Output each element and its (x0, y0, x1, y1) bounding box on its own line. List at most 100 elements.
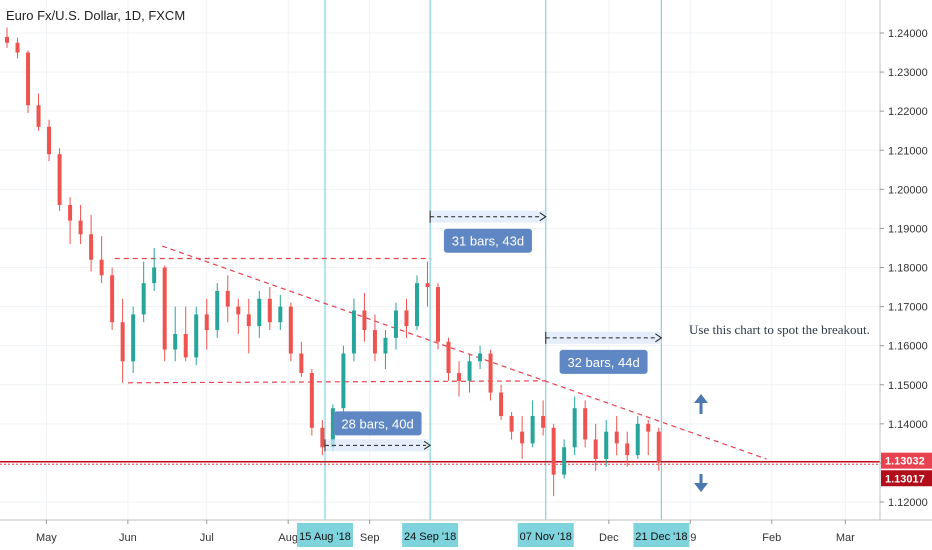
candle-body[interactable] (120, 322, 125, 362)
candle-body[interactable] (278, 306, 283, 323)
candle-body[interactable] (362, 310, 367, 331)
candle-body[interactable] (583, 408, 588, 440)
candle-body[interactable] (257, 298, 262, 327)
measure-arrowhead (423, 440, 432, 450)
candle-body[interactable] (572, 408, 577, 448)
candle-body[interactable] (141, 283, 146, 315)
candle-body[interactable] (152, 267, 157, 284)
bar-count-box (559, 349, 648, 374)
candle-body[interactable] (131, 314, 136, 362)
candle-body[interactable] (520, 431, 525, 444)
candle-body[interactable] (341, 353, 346, 409)
y-tick-label: 1.15000 (888, 380, 928, 392)
candle-body[interactable] (299, 353, 304, 374)
date-tag-label: 24 Sep '18 (404, 531, 456, 543)
candle-body[interactable] (593, 439, 598, 460)
y-tick-label: 1.17000 (888, 302, 928, 314)
time-axis[interactable]: May Jun Jul Aug Sep Dec 19 Feb Mar (36, 520, 855, 544)
candle-body[interactable] (446, 341, 451, 374)
y-tick-label: 1.18000 (888, 263, 928, 275)
candle-body[interactable] (604, 431, 609, 460)
candle-body[interactable] (89, 234, 94, 260)
x-tick-label: Feb (762, 532, 781, 544)
y-tick-label: 1.12000 (888, 497, 928, 509)
x-tick-label: Dec (599, 532, 619, 544)
candle-body[interactable] (425, 283, 430, 288)
candle-body[interactable] (204, 314, 209, 331)
candle-body[interactable] (78, 220, 83, 235)
bar-count-annotations: 28 bars, 40d 31 bars, 43d 32 bars, 44d (324, 210, 663, 452)
candle-body[interactable] (15, 42, 20, 53)
candle-body[interactable] (467, 361, 472, 381)
candle-body[interactable] (478, 353, 483, 362)
candle-body[interactable] (393, 310, 398, 338)
candle-body[interactable] (225, 290, 230, 307)
candle-body[interactable] (215, 290, 220, 331)
candle-body[interactable] (330, 408, 335, 448)
candle-body[interactable] (436, 287, 441, 342)
y-tick-label: 1.23000 (888, 67, 928, 79)
candle-body[interactable] (562, 447, 567, 475)
candle-body[interactable] (267, 298, 272, 323)
candle-body[interactable] (99, 259, 104, 276)
trend-line (161, 245, 767, 460)
bar-count-label: 31 bars, 43d (452, 234, 524, 249)
candle-body[interactable] (372, 330, 377, 354)
candle-body[interactable] (68, 204, 73, 221)
candle-body[interactable] (541, 416, 546, 428)
candle-body[interactable] (625, 443, 630, 456)
y-tick-label: 1.16000 (888, 341, 928, 353)
x-tick-label: Jun (119, 532, 137, 544)
chart-title: Euro Fx/U.S. Dollar, 1D, FXCM (6, 8, 185, 23)
breakout-note: Use this chart to spot the breakout. (689, 322, 870, 337)
candle-body[interactable] (173, 333, 178, 350)
candle-body[interactable] (47, 126, 52, 155)
date-tag-label: 07 Nov '18 (520, 531, 572, 543)
date-tag-box (517, 523, 574, 547)
arrow-down-icon (694, 474, 708, 492)
candle-body[interactable] (57, 154, 62, 205)
candle-body[interactable] (488, 353, 493, 393)
candle-body[interactable] (162, 267, 167, 350)
price-label-box (881, 452, 932, 469)
candle-body[interactable] (383, 337, 388, 354)
x-tick-label: Jul (200, 532, 214, 544)
price-label-text: 1.13017 (885, 473, 925, 485)
trend-line (127, 380, 546, 384)
candle-body[interactable] (656, 431, 661, 463)
price-axis[interactable]: 1.24000 1.23000 1.22000 1.21000 1.20000 1.190… (880, 28, 928, 509)
candle-body[interactable] (194, 314, 199, 358)
date-tag-box (402, 523, 459, 547)
candle-body[interactable] (246, 314, 251, 327)
candle-body[interactable] (110, 275, 115, 323)
candle-body[interactable] (26, 52, 31, 106)
candle-body[interactable] (351, 310, 356, 354)
candles[interactable] (5, 27, 661, 497)
arrow-up-icon (694, 394, 708, 414)
candle-body[interactable] (509, 416, 514, 432)
y-tick-label: 1.19000 (888, 223, 928, 235)
price-axis-background (880, 0, 932, 520)
candle-body[interactable] (499, 392, 504, 417)
candle-body[interactable] (183, 333, 188, 358)
candle-body[interactable] (457, 373, 462, 381)
candle-body[interactable] (646, 423, 651, 432)
trend-lines (0, 245, 880, 465)
x-tick-label: May (36, 532, 57, 544)
candle-body[interactable] (36, 105, 41, 127)
candle-body[interactable] (309, 373, 314, 428)
candle-body[interactable] (551, 427, 556, 475)
candle-body[interactable] (5, 36, 9, 43)
candle-body[interactable] (614, 431, 619, 444)
candle-body[interactable] (288, 306, 293, 354)
date-tag-box (297, 523, 353, 547)
candle-body[interactable] (236, 306, 241, 315)
y-tick-label: 1.24000 (888, 28, 928, 40)
candle-body[interactable] (404, 310, 409, 327)
candle-body[interactable] (414, 283, 419, 327)
candle-body[interactable] (635, 423, 640, 456)
candle-body[interactable] (530, 416, 535, 444)
bar-count-box (333, 411, 422, 436)
candle-body[interactable] (320, 427, 325, 448)
